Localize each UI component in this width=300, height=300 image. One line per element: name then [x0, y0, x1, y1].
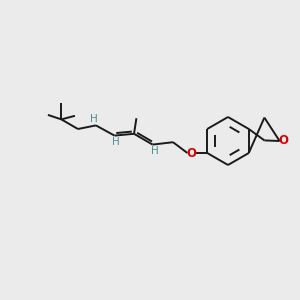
- Text: H: H: [112, 137, 120, 147]
- Text: O: O: [279, 134, 289, 148]
- Text: H: H: [90, 114, 98, 124]
- Text: H: H: [151, 146, 159, 156]
- Text: O: O: [187, 146, 196, 160]
